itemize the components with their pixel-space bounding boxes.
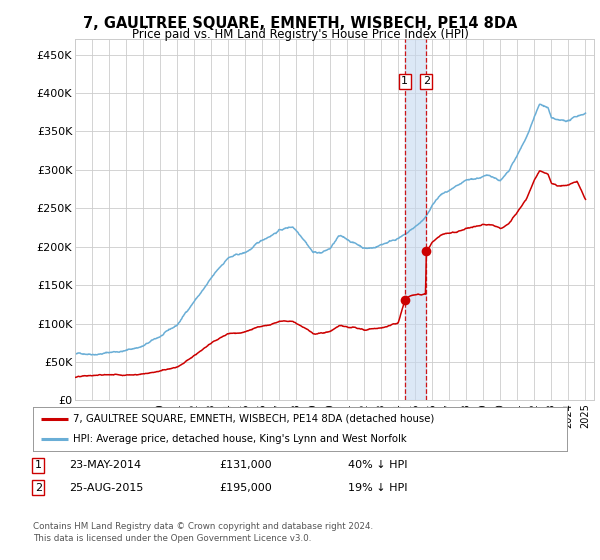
Text: 2: 2 [423,77,430,86]
Text: 19% ↓ HPI: 19% ↓ HPI [348,483,407,493]
Text: 1: 1 [401,77,408,86]
Text: Price paid vs. HM Land Registry's House Price Index (HPI): Price paid vs. HM Land Registry's House … [131,28,469,41]
Text: 23-MAY-2014: 23-MAY-2014 [69,460,141,470]
Text: £131,000: £131,000 [219,460,272,470]
Text: 40% ↓ HPI: 40% ↓ HPI [348,460,407,470]
Text: HPI: Average price, detached house, King's Lynn and West Norfolk: HPI: Average price, detached house, King… [73,434,407,444]
Bar [405,39,427,400]
Text: 7, GAULTREE SQUARE, EMNETH, WISBECH, PE14 8DA (detached house): 7, GAULTREE SQUARE, EMNETH, WISBECH, PE1… [73,414,434,424]
Text: 7, GAULTREE SQUARE, EMNETH, WISBECH, PE14 8DA: 7, GAULTREE SQUARE, EMNETH, WISBECH, PE1… [83,16,517,31]
Text: 1: 1 [35,460,42,470]
Text: Contains HM Land Registry data © Crown copyright and database right 2024.
This d: Contains HM Land Registry data © Crown c… [33,522,373,543]
Text: £195,000: £195,000 [219,483,272,493]
Text: 2: 2 [35,483,42,493]
Text: 25-AUG-2015: 25-AUG-2015 [69,483,143,493]
